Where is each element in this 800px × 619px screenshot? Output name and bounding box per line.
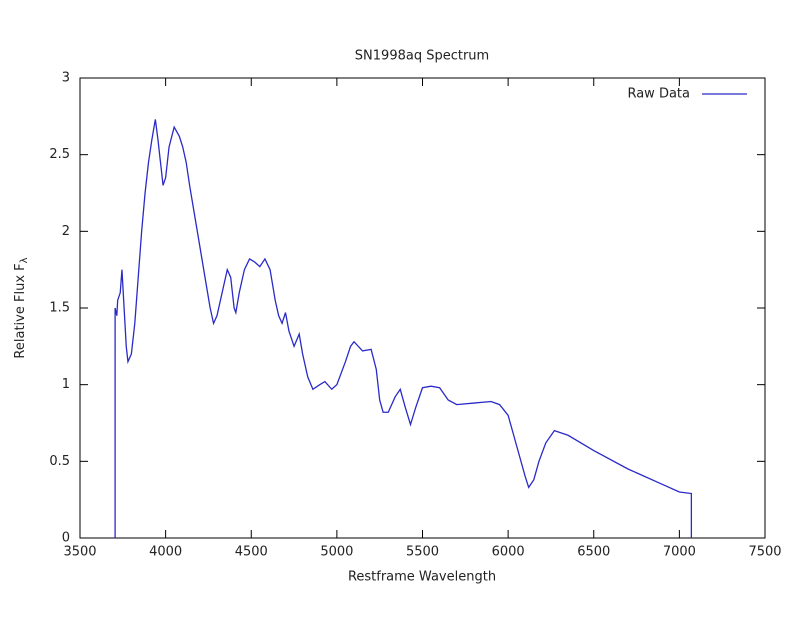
x-tick-label: 6000 bbox=[492, 545, 525, 560]
x-axis-label: Restframe Wavelength bbox=[348, 570, 496, 585]
y-tick-label: 1.5 bbox=[49, 301, 70, 316]
x-tick-label: 7500 bbox=[748, 545, 781, 560]
y-tick-label: 1 bbox=[62, 377, 70, 392]
legend-label: Raw Data bbox=[627, 87, 690, 102]
chart-title: SN1998aq Spectrum bbox=[355, 49, 489, 64]
y-tick-label: 2.5 bbox=[49, 147, 70, 162]
y-axis-label-main: Relative Flux F bbox=[13, 263, 28, 358]
y-tick-label: 0 bbox=[62, 531, 70, 546]
data-line bbox=[114, 119, 693, 538]
y-axis-label-subscript: λ bbox=[19, 257, 30, 263]
y-tick-label: 3 bbox=[62, 71, 70, 86]
x-tick-label: 6500 bbox=[577, 545, 610, 560]
x-tick-label: 3500 bbox=[63, 545, 96, 560]
x-tick-label: 7000 bbox=[663, 545, 696, 560]
x-tick-label: 5000 bbox=[320, 545, 353, 560]
x-tick-label: 4000 bbox=[149, 545, 182, 560]
x-tick-label: 4500 bbox=[235, 545, 268, 560]
y-tick-label: 0.5 bbox=[49, 454, 70, 469]
y-tick-label: 2 bbox=[62, 224, 70, 239]
y-axis-label: Relative Flux Fλ bbox=[13, 257, 31, 358]
x-tick-label: 5500 bbox=[406, 545, 439, 560]
